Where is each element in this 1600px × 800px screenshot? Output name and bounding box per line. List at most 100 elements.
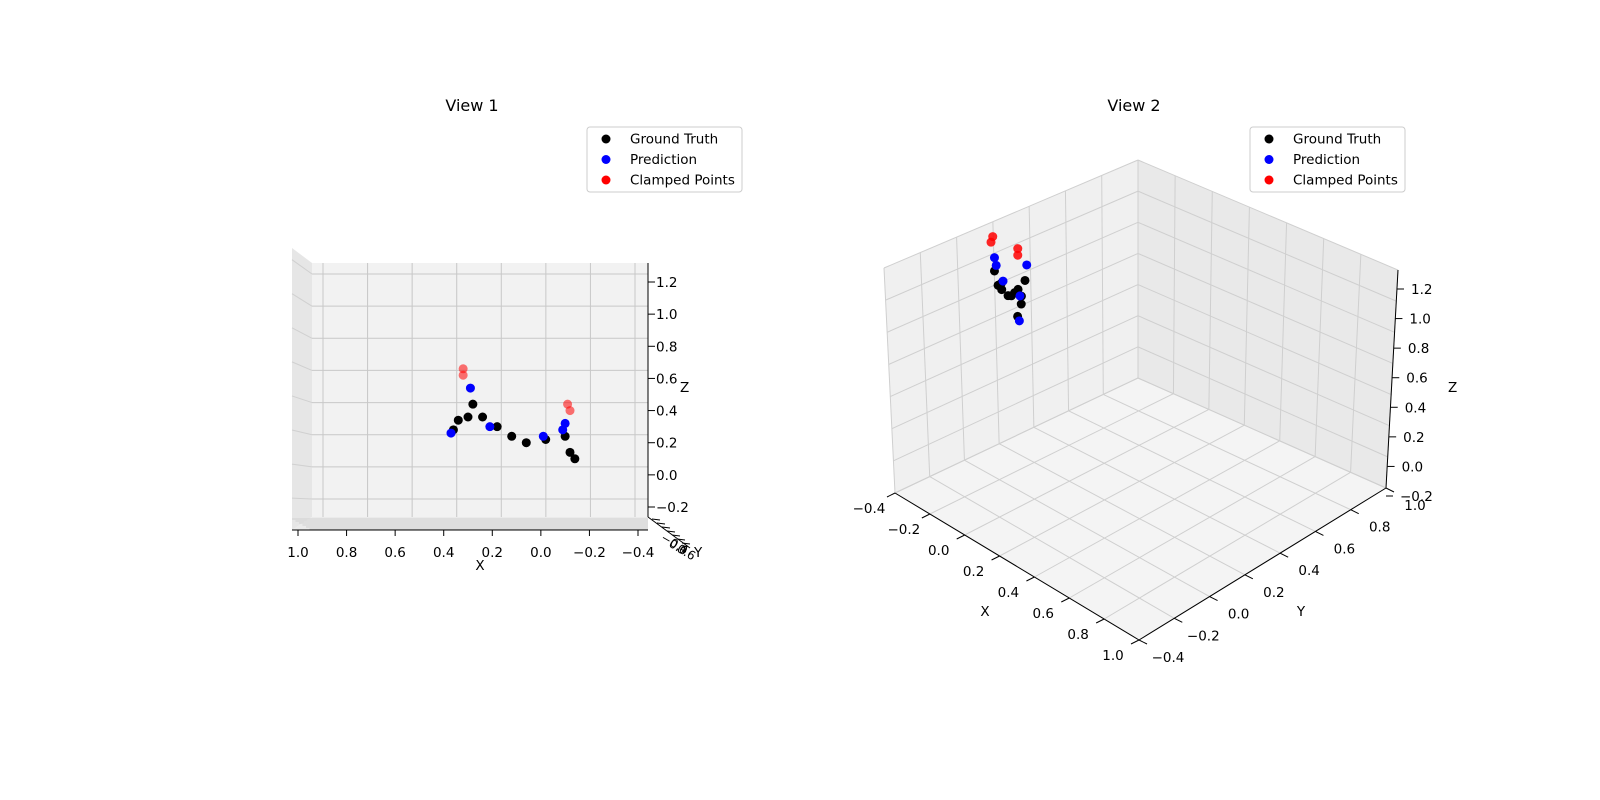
- y-tick-label: 0.6: [1334, 541, 1355, 557]
- grid-line: [964, 459, 1210, 598]
- grid-line: [1068, 410, 1316, 532]
- x-tick-label: 0.4: [433, 545, 454, 561]
- chart-title: View 2: [1107, 96, 1160, 115]
- y-tick-label: 0.8: [1369, 520, 1390, 536]
- grid-line: [891, 315, 1139, 430]
- grid-line: [1350, 254, 1362, 473]
- tick-mark: [991, 555, 1000, 561]
- grid-line: [893, 346, 1139, 462]
- x-tick-label: 0.6: [384, 545, 405, 561]
- data-point: [1016, 299, 1026, 309]
- x-tick-label: 0.4: [998, 585, 1019, 601]
- legend-entry: Clamped Points: [1293, 173, 1398, 189]
- view-1-axes: View 1 −0.2 0.0 0.2 0.4 0.6 0.8 1.0 1.2 Z 1.0 0.8 0.…: [287, 96, 703, 574]
- data-point: [485, 422, 495, 432]
- z-tick-label: 0.6: [656, 371, 677, 387]
- data-point: [478, 412, 488, 422]
- legend-marker: [601, 134, 611, 144]
- x-tick-label: 0.0: [928, 543, 949, 559]
- data-point: [986, 237, 996, 247]
- z-tick-label: 1.2: [656, 275, 677, 291]
- data-point: [465, 383, 475, 393]
- data-point: [458, 370, 468, 380]
- x-tick-label: 0.8: [1067, 627, 1088, 643]
- grid-line: [1028, 206, 1035, 428]
- data-point: [560, 418, 570, 428]
- grid-line: [1137, 377, 1387, 489]
- grid-line: [291, 497, 313, 500]
- legend-entry: Prediction: [630, 152, 697, 168]
- x-tick-label: 1.0: [1102, 648, 1123, 664]
- grid-line: [1033, 426, 1281, 554]
- grid-line: [1137, 221, 1395, 333]
- data-point: [463, 412, 473, 422]
- data-points: [986, 232, 1032, 326]
- data-point: [989, 253, 999, 263]
- legend: Ground Truth Prediction Clamped Points: [586, 126, 743, 193]
- legend-entry: Ground Truth: [1293, 132, 1381, 148]
- z-tick-label: 1.2: [1411, 282, 1432, 298]
- tick-mark: [1385, 487, 1395, 493]
- grid-line: [1279, 222, 1288, 441]
- grid-line: [999, 424, 1245, 557]
- grid-line: [1103, 471, 1351, 620]
- grid-line: [1103, 393, 1351, 511]
- z-tick-label: −0.2: [656, 500, 689, 516]
- data-point: [991, 260, 1001, 270]
- tick-mark: [1130, 639, 1140, 645]
- data-point: [446, 428, 456, 438]
- chart-title: View 1: [445, 96, 498, 115]
- data-point: [565, 406, 575, 416]
- grid-line: [291, 429, 313, 436]
- legend-entry: Clamped Points: [630, 173, 735, 189]
- floor-pane: [895, 378, 1386, 640]
- tick-mark: [1095, 618, 1105, 624]
- grid-line: [1137, 315, 1390, 427]
- tick-mark: [1138, 639, 1148, 645]
- tick-mark: [956, 534, 965, 540]
- data-point: [1014, 316, 1024, 326]
- y-axis-label: Y: [693, 545, 703, 561]
- data-point: [1015, 291, 1025, 301]
- grid-line: [1314, 238, 1325, 457]
- z-tick-label: 0.0: [656, 468, 677, 484]
- grid-line: [1137, 252, 1394, 364]
- legend-marker: [601, 175, 611, 185]
- grid-line: [883, 159, 1139, 269]
- grid-line: [888, 252, 1139, 365]
- data-point: [1003, 291, 1013, 301]
- x-tick-label: −0.4: [622, 545, 655, 561]
- grid-line: [929, 476, 1175, 619]
- tick-mark: [1244, 574, 1254, 580]
- z-tick-label: 0.2: [1403, 430, 1424, 446]
- y-tick-label: −0.2: [1187, 628, 1220, 644]
- z-tick-label: 0.2: [656, 436, 677, 452]
- grid-line: [883, 267, 896, 494]
- grid-line: [291, 463, 313, 468]
- grid-line: [886, 221, 1139, 333]
- grid-line: [1069, 456, 1316, 599]
- grid-line: [964, 408, 1210, 536]
- data-point: [570, 454, 580, 464]
- legend-entry: Ground Truth: [630, 132, 718, 148]
- grid-line: [1101, 175, 1104, 395]
- y-axis-label: Y: [1296, 604, 1306, 620]
- grid-line: [929, 393, 1174, 515]
- legend-entry: Prediction: [1293, 152, 1360, 168]
- tick-mark: [1350, 509, 1359, 515]
- tick-mark: [661, 526, 671, 529]
- legend: Ground Truth Prediction Clamped Points: [1249, 126, 1406, 193]
- grid-line: [1137, 159, 1399, 271]
- data-point: [1013, 250, 1023, 260]
- data-point: [521, 438, 531, 448]
- x-tick-label: 0.0: [530, 545, 551, 561]
- z-tick-label: 0.0: [1402, 459, 1423, 475]
- data-point: [538, 431, 548, 441]
- grid-line: [1243, 207, 1250, 426]
- side-pane: [292, 248, 312, 530]
- y-tick-label: 1.0: [1404, 498, 1425, 514]
- legend-frame: [1249, 126, 1406, 193]
- x-tick-label: −0.4: [853, 501, 886, 517]
- data-point: [458, 364, 468, 374]
